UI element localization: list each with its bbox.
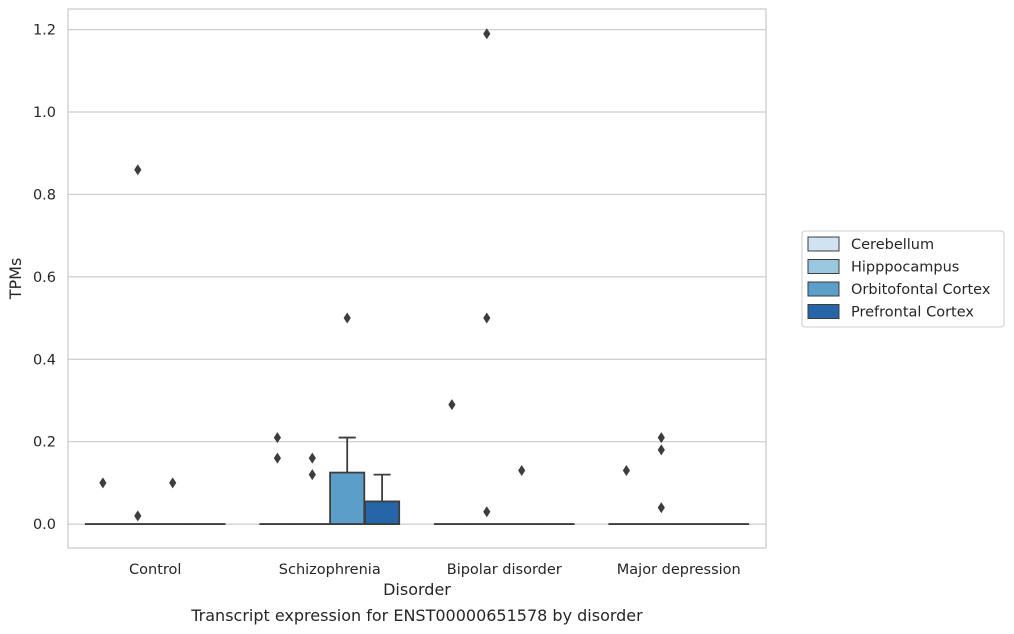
legend-swatch <box>807 281 840 297</box>
legend: Cerebellum Hipppocampus Orbitofontal Corte… <box>801 230 1005 328</box>
outlier-point <box>99 477 107 489</box>
legend-label: Cerebellum <box>851 237 934 253</box>
legend-items: Cerebellum Hipppocampus Orbitofontal Corte… <box>807 236 991 321</box>
y-tick-label: 0.2 <box>33 435 56 451</box>
y-tick-label: 0.0 <box>33 517 56 533</box>
y-tick-label: 0.6 <box>33 270 56 286</box>
outlier-point <box>308 452 316 464</box>
x-tick-label: Bipolar disorder <box>447 562 562 578</box>
figure-caption: Transcript expression for ENST0000065157… <box>191 606 643 625</box>
y-tick-label: 0.4 <box>33 352 56 368</box>
outlier-point <box>273 452 281 464</box>
box-hipppocampus <box>468 28 505 526</box>
outlier-point <box>273 432 281 444</box>
box-hipppocampus <box>119 164 156 526</box>
box-hipppocampus <box>294 452 331 526</box>
outlier-point <box>134 164 142 176</box>
box-body <box>329 471 366 525</box>
box-cerebellum <box>84 477 121 526</box>
grid-lines <box>68 29 766 525</box>
box-orbitofontal-cortex <box>329 312 366 525</box>
outlier-point <box>483 28 491 40</box>
legend-frame <box>801 230 1005 328</box>
outlier-point <box>483 506 491 518</box>
x-tick-label: Control <box>129 562 181 578</box>
outlier-point <box>343 312 351 324</box>
box-cerebellum <box>259 432 296 526</box>
outlier-point <box>483 312 491 324</box>
box-body <box>364 500 401 525</box>
box-hipppocampus <box>643 432 680 526</box>
plot-area-frame <box>67 8 767 549</box>
outlier-point <box>308 469 316 481</box>
y-axis-title: TPMs <box>6 258 25 301</box>
outlier-point <box>657 502 665 514</box>
outlier-point <box>169 477 177 489</box>
outlier-point <box>518 465 526 477</box>
y-tick-label: 1.2 <box>33 23 56 39</box>
outlier-point <box>657 444 665 456</box>
outlier-point <box>448 399 456 411</box>
outlier-point <box>622 465 630 477</box>
legend-swatch <box>807 304 840 319</box>
legend-label: Hipppocampus <box>851 260 959 276</box>
legend-label: Orbitofontal Cortex <box>851 282 991 298</box>
legend-swatch <box>807 259 840 274</box>
x-tick-label: Schizophrenia <box>279 562 381 578</box>
outlier-point <box>134 510 142 522</box>
legend-label: Prefrontal Cortex <box>851 305 974 321</box>
tick-labels: 0.0 0.2 0.4 0.6 0.8 1.0 1.2 Control Schizophreni… <box>33 23 741 578</box>
y-tick-label: 1.0 <box>33 105 56 121</box>
box-marks <box>84 28 750 526</box>
x-tick-label: Major depression <box>617 562 741 578</box>
x-axis-title: Disorder <box>383 580 451 599</box>
box-prefrontal-cortex <box>364 473 401 525</box>
legend-swatch <box>807 236 840 252</box>
box-cerebellum <box>433 399 470 526</box>
box-orbitofontal-cortex <box>154 477 191 526</box>
box-orbitofontal-cortex <box>503 465 540 526</box>
outlier-point <box>657 432 665 444</box>
box-cerebellum <box>608 465 645 526</box>
y-tick-label: 0.8 <box>33 187 56 203</box>
